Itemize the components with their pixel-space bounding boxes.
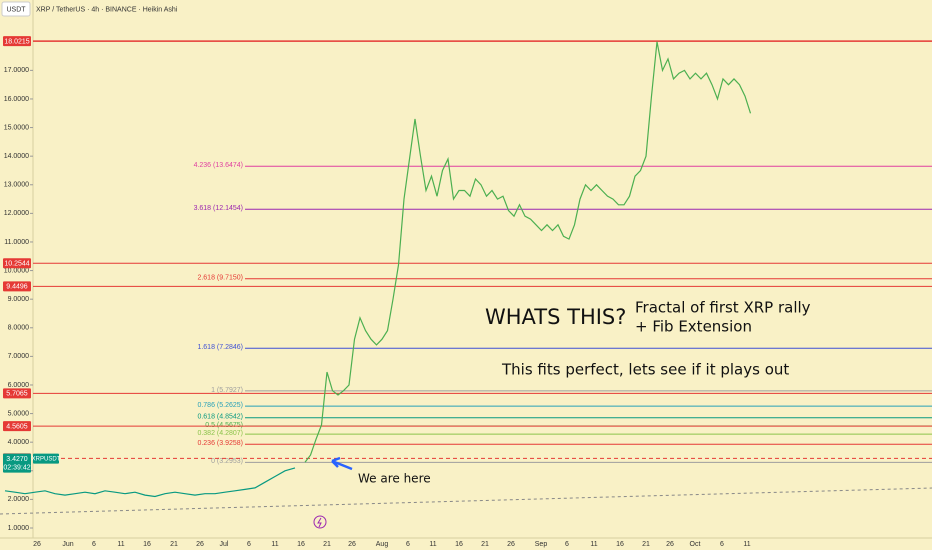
- note: + Fib Extension: [635, 318, 752, 336]
- x-tick-label: 11: [271, 541, 278, 548]
- y-tick-label: 16.0000: [4, 96, 29, 103]
- current-box: [3, 453, 31, 473]
- fib-label: 2.618 (9.7150): [197, 275, 243, 282]
- x-tick-label: 6: [720, 541, 724, 548]
- price-label: 5.7065: [6, 391, 28, 398]
- note: We are here: [358, 472, 431, 486]
- note: This fits perfect, lets see if it plays …: [501, 361, 789, 379]
- fib-label: 1.618 (7.2846): [197, 344, 243, 351]
- y-tick-label: 17.0000: [4, 67, 29, 74]
- y-tick-label: 7.0000: [8, 353, 30, 360]
- event-icon: [313, 515, 327, 529]
- price-label: 9.4496: [6, 284, 28, 291]
- x-tick-label: 21: [481, 541, 489, 548]
- x-tick-label: Jul: [220, 541, 229, 548]
- x-tick-label: 21: [170, 541, 178, 548]
- fib-label: 3.618 (12.1454): [194, 205, 243, 212]
- fib-label: 0.786 (5.2625): [197, 402, 243, 409]
- y-tick-label: 9.0000: [8, 296, 30, 303]
- x-tick-label: 6: [565, 541, 569, 548]
- current-label: 3.4270: [6, 456, 28, 463]
- x-tick-label: 26: [507, 541, 515, 548]
- price-box: [3, 258, 31, 269]
- x-tick-label: 6: [247, 541, 251, 548]
- currency: USDT: [6, 6, 26, 13]
- fib-label: 1 (5.7927): [211, 387, 243, 394]
- x-tick-label: 11: [117, 541, 124, 548]
- axis: 1.00002.00003.00004.00005.00006.00007.00…: [3, 36, 751, 548]
- headline: WHATS THIS?: [485, 305, 626, 329]
- price-box: [3, 281, 31, 292]
- x-tick-label: 11: [590, 541, 597, 548]
- y-tick-label: 15.0000: [4, 124, 29, 131]
- y-tick-label: 14.0000: [4, 153, 29, 160]
- x-tick-label: 11: [743, 541, 750, 548]
- x-tick-label: 11: [429, 541, 436, 548]
- x-tick-label: 16: [297, 541, 305, 548]
- currency-box: [1, 1, 31, 17]
- fib-label: 0.382 (4.2807): [197, 430, 243, 437]
- x-tick-label: 26: [666, 541, 674, 548]
- price-label: 18.0215: [4, 38, 29, 45]
- x-tick-label: 21: [642, 541, 650, 548]
- header: XRP / TetherUS · 4h · BINANCE · Heikin A…: [36, 6, 178, 13]
- x-tick-label: Jun: [62, 541, 73, 548]
- x-tick-label: 16: [143, 541, 151, 548]
- x-tick-label: 26: [348, 541, 356, 548]
- fib-label: 0.236 (3.9258): [197, 440, 243, 447]
- note: Fractal of first XRP rally: [635, 299, 811, 317]
- fib-label: 4.236 (13.6474): [194, 162, 243, 169]
- arrow: [331, 456, 353, 471]
- series-line: [304, 41, 752, 463]
- x-tick-label: 16: [616, 541, 624, 548]
- x-tick-label: Sep: [535, 541, 548, 548]
- y-tick-label: 8.0000: [8, 325, 30, 332]
- event-icon-bolt: [317, 517, 322, 528]
- symbol-label: XRPUSDT: [32, 457, 61, 463]
- y-tick-label: 5.0000: [8, 410, 30, 417]
- price-box: [3, 388, 31, 399]
- y-tick-label: 2.0000: [8, 496, 30, 503]
- y-tick-label: 4.0000: [8, 439, 30, 446]
- y-tick-label: 1.0000: [8, 525, 30, 532]
- x-tick-label: 21: [323, 541, 331, 548]
- x-tick-label: 6: [92, 541, 96, 548]
- x-tick-label: Oct: [690, 541, 701, 548]
- x-tick-label: Aug: [376, 541, 389, 548]
- fib-label: 0.5 (4.5675): [205, 422, 243, 429]
- price-box: [3, 36, 31, 47]
- x-tick-label: 26: [196, 541, 204, 548]
- price-box: [3, 421, 31, 432]
- y-tick-label: 11.0000: [4, 239, 29, 246]
- trend-line: [0, 487, 932, 515]
- price-label: 4.5605: [6, 423, 28, 430]
- y-tick-label: 13.0000: [4, 182, 29, 189]
- countdown: 02:39:42: [3, 464, 30, 471]
- x-tick-label: 6: [406, 541, 410, 548]
- y-tick-label: 6.0000: [8, 382, 30, 389]
- series-line: [4, 467, 296, 498]
- y-tick-label: 10.0000: [4, 267, 29, 274]
- x-tick-label: 16: [455, 541, 463, 548]
- lines: 4.236 (13.6474) 3.618 (12.1454) 2.618 (9.7…: [33, 40, 932, 465]
- fib-label: 0.618 (4.8542): [197, 414, 243, 421]
- x-tick-label: 26: [33, 541, 41, 548]
- fib-label: 0 (3.2953): [211, 458, 243, 465]
- marks: [4, 41, 752, 498]
- symbol-box: [33, 453, 59, 464]
- price-label: 10.2544: [4, 261, 29, 268]
- y-tick-label: 12.0000: [4, 210, 29, 217]
